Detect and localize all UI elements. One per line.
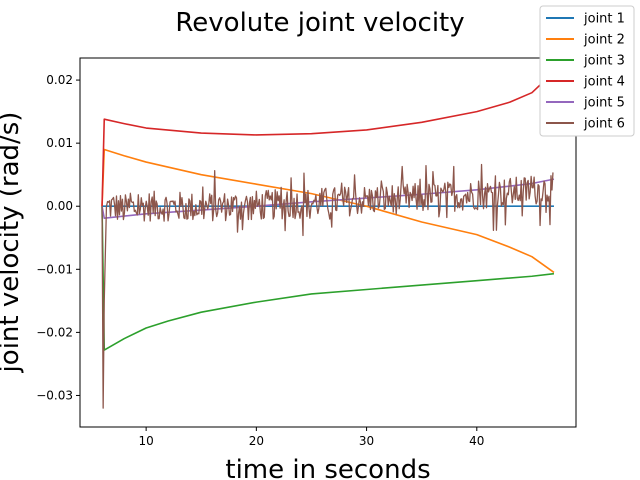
axes-frame [79,57,577,428]
series-line-joint-4 [101,71,555,207]
series-line-joint-3 [101,206,555,351]
y-tick-label: 0.02 [46,73,73,87]
y-tick-label: −0.02 [36,325,73,339]
series-line-joint-6 [101,163,554,409]
series-line-joint-2 [101,148,555,274]
legend-label: joint 6 [583,117,625,132]
chart-title: Revolute joint velocity [175,8,464,38]
legend: joint 1 joint 2 joint 3 joint 4 joint 5 joint… [539,5,635,137]
legend-label: joint 1 [583,12,625,27]
y-tick-label: 0.01 [46,136,73,150]
y-axis: −0.03 −0.02 −0.01 0.00 0.01 0.02 [36,73,80,402]
x-tick-label: 40 [469,434,484,448]
x-axis: 10 20 30 40 [138,427,484,448]
x-tick-label: 30 [359,434,374,448]
y-tick-label: −0.03 [36,388,73,402]
x-tick-label: 20 [249,434,264,448]
x-axis-label: time in seconds [225,455,430,480]
legend-label: joint 3 [583,54,625,69]
y-axis-label: joint velocity (rad/s) [0,112,25,374]
legend-label: joint 4 [583,75,625,90]
legend-label: joint 2 [583,33,625,48]
series-lines [101,71,555,409]
y-tick-label: 0.00 [46,199,73,213]
y-tick-label: −0.01 [36,262,73,276]
x-tick-label: 10 [138,434,153,448]
plot-area [79,57,577,428]
legend-label: joint 5 [583,96,625,111]
